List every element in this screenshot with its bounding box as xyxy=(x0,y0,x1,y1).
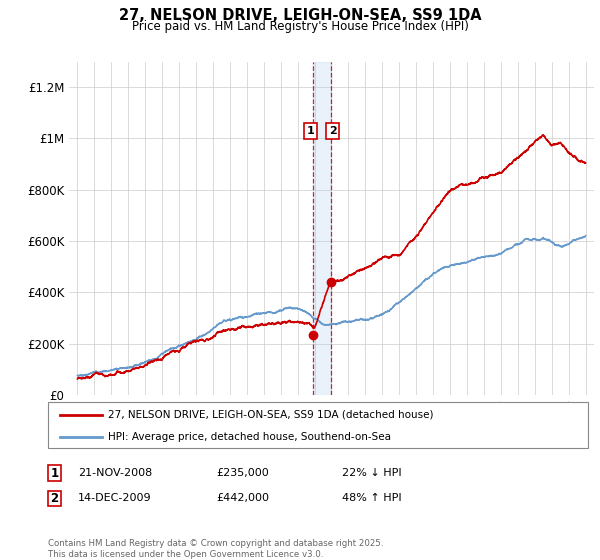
Text: 14-DEC-2009: 14-DEC-2009 xyxy=(78,493,152,503)
Text: 27, NELSON DRIVE, LEIGH-ON-SEA, SS9 1DA: 27, NELSON DRIVE, LEIGH-ON-SEA, SS9 1DA xyxy=(119,8,481,24)
Text: 21-NOV-2008: 21-NOV-2008 xyxy=(78,468,152,478)
Text: 1: 1 xyxy=(307,126,315,136)
Text: 2: 2 xyxy=(50,492,59,505)
Text: HPI: Average price, detached house, Southend-on-Sea: HPI: Average price, detached house, Sout… xyxy=(108,432,391,441)
Text: £442,000: £442,000 xyxy=(216,493,269,503)
Text: Price paid vs. HM Land Registry's House Price Index (HPI): Price paid vs. HM Land Registry's House … xyxy=(131,20,469,32)
Bar xyxy=(313,62,331,395)
Text: 27, NELSON DRIVE, LEIGH-ON-SEA, SS9 1DA (detached house): 27, NELSON DRIVE, LEIGH-ON-SEA, SS9 1DA … xyxy=(108,410,433,420)
Text: £235,000: £235,000 xyxy=(216,468,269,478)
Text: 22% ↓ HPI: 22% ↓ HPI xyxy=(342,468,401,478)
Text: Contains HM Land Registry data © Crown copyright and database right 2025.
This d: Contains HM Land Registry data © Crown c… xyxy=(48,539,383,559)
Text: 2: 2 xyxy=(329,126,337,136)
Text: 48% ↑ HPI: 48% ↑ HPI xyxy=(342,493,401,503)
Text: 1: 1 xyxy=(50,466,59,480)
